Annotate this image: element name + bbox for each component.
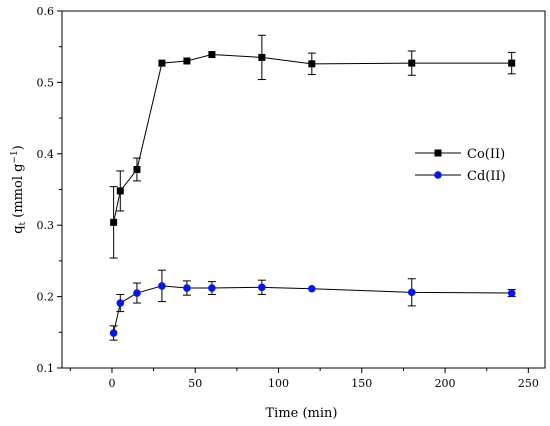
data-point xyxy=(109,329,118,337)
x-tick-label: 100 xyxy=(268,377,289,390)
series-line xyxy=(113,285,512,334)
x-tick-label: 0 xyxy=(108,377,115,390)
y-tick-label: 0.4 xyxy=(37,148,55,161)
data-point xyxy=(208,51,216,59)
y-axis-title-subscript: t xyxy=(18,221,28,225)
series-Cd(II) xyxy=(109,269,516,341)
y-tick-label: 0.2 xyxy=(37,291,55,304)
legend-label: Cd(II) xyxy=(467,169,506,184)
series-line xyxy=(113,54,512,223)
x-tick-label: 50 xyxy=(188,377,202,390)
y-axis-title: qt (mmol g−1) xyxy=(10,145,28,234)
data-point xyxy=(258,283,266,292)
data-point xyxy=(408,59,416,67)
y-axis-title-unit: (mmol g xyxy=(11,164,26,222)
data-point xyxy=(133,289,141,297)
data-point xyxy=(407,288,416,297)
y-axis-title-close: ) xyxy=(11,145,26,150)
series-Co(II) xyxy=(109,34,516,259)
data-point xyxy=(158,282,166,290)
y-axis-title-superscript: −1 xyxy=(10,150,20,163)
legend-marker xyxy=(434,149,442,157)
y-axis-title-main: q xyxy=(11,225,26,233)
data-point xyxy=(116,299,125,307)
legend: Co(II) Cd(II) xyxy=(415,147,506,184)
data-point xyxy=(208,284,216,292)
x-axis-title: Time (min) xyxy=(266,406,338,421)
data-point xyxy=(508,59,516,67)
data-point xyxy=(258,53,266,61)
y-tick-label: 0.6 xyxy=(37,5,55,18)
x-tick-label: 200 xyxy=(435,377,456,390)
y-tick-label: 0.3 xyxy=(37,219,55,232)
legend-item: Cd(II) xyxy=(415,169,506,184)
axis-ticks: 0 50 100 150 200 250 0.1 0.2 0.3 0.4 0.5 0.6 xyxy=(37,5,539,390)
y-tick-label: 0.5 xyxy=(37,76,55,89)
data-point xyxy=(110,218,118,226)
data-point xyxy=(158,59,166,67)
data-point xyxy=(507,289,516,297)
y-tick-label: 0.1 xyxy=(37,362,55,375)
data-point xyxy=(308,284,316,293)
plot-frame xyxy=(61,10,546,369)
legend-item: Co(II) xyxy=(415,147,505,162)
data-series xyxy=(109,34,516,341)
legend-label: Co(II) xyxy=(467,147,505,162)
data-point xyxy=(183,284,191,292)
data-point xyxy=(133,166,141,174)
data-point xyxy=(183,57,191,65)
data-point xyxy=(308,60,316,68)
legend-marker xyxy=(434,171,442,179)
x-tick-label: 250 xyxy=(518,377,539,390)
data-point xyxy=(116,187,124,195)
x-tick-label: 150 xyxy=(351,377,372,390)
